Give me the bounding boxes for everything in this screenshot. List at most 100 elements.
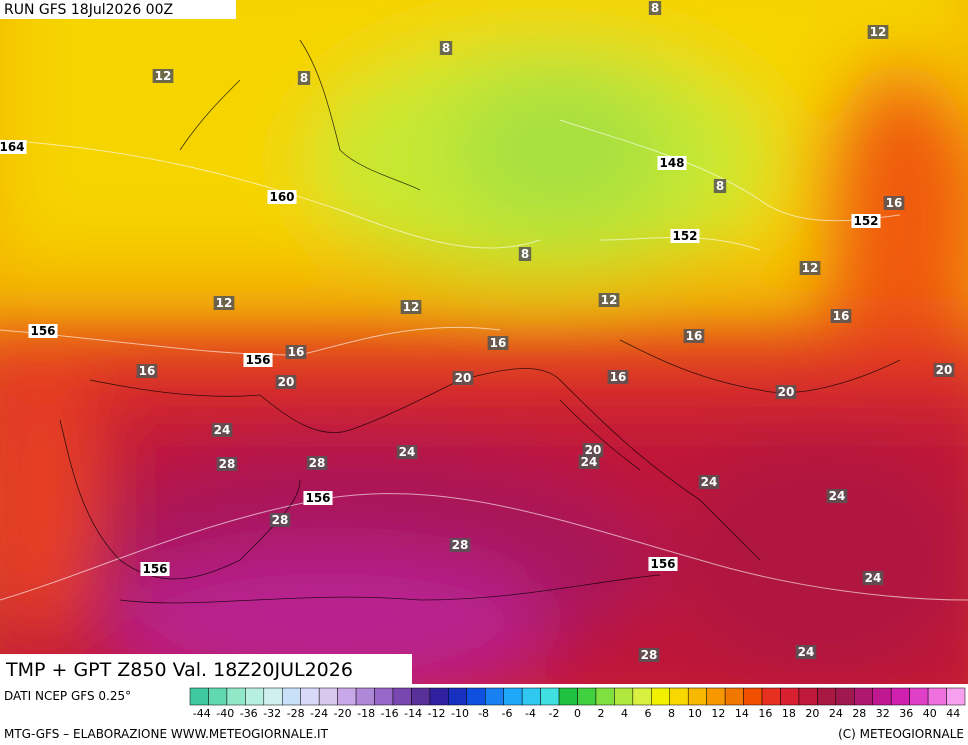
- temperature-label: 20: [278, 375, 295, 389]
- colorbar-tick-label: -40: [216, 707, 234, 720]
- colorbar-cell: [927, 687, 947, 706]
- colorbar-cell: [189, 687, 209, 706]
- colorbar-tick-label: 40: [923, 707, 937, 720]
- colorbar-cell: [226, 687, 246, 706]
- height-label: 164: [0, 140, 25, 154]
- temperature-label-box: [582, 443, 604, 457]
- temperature-label-box: [578, 455, 600, 469]
- colorbar-cell: [448, 687, 468, 706]
- temperature-label: 20: [936, 363, 953, 377]
- colorbar-cell: [669, 687, 689, 706]
- height-label: 156: [305, 491, 330, 505]
- temperature-label-box: [439, 41, 453, 55]
- temperature-label-box: [713, 179, 727, 193]
- temperature-label: 24: [798, 645, 815, 659]
- colorbar-cell: [687, 687, 707, 706]
- colorbar-cell: [706, 687, 726, 706]
- height-label-box: [0, 140, 27, 154]
- header-box: [0, 0, 236, 19]
- height-label: 160: [269, 190, 294, 204]
- temperature-label-box: [275, 375, 297, 389]
- colorbar-tick-label: 2: [597, 707, 604, 720]
- colorbar-tick-label: 24: [829, 707, 843, 720]
- temperature-label-box: [136, 364, 158, 378]
- temperature-label: 16: [610, 370, 627, 384]
- temperature-label: 16: [686, 329, 703, 343]
- temperature-label: 8: [651, 1, 659, 15]
- temperature-label: 8: [521, 247, 529, 261]
- temperature-label: 28: [452, 538, 469, 552]
- temperature-label: 12: [216, 296, 233, 310]
- colorbar-cell: [761, 687, 781, 706]
- colorbar-cell: [484, 687, 504, 706]
- colorbar-cell: [946, 687, 966, 706]
- height-label-box: [851, 214, 881, 228]
- colorbar-tick-label: 12: [711, 707, 725, 720]
- temperature-label-box: [396, 445, 418, 459]
- colorbar-cell: [374, 687, 394, 706]
- colorbar-tick-label: 20: [805, 707, 819, 720]
- temperature-label: 24: [701, 475, 718, 489]
- temperature-label-box: [306, 456, 328, 470]
- temperature-label: 28: [309, 456, 326, 470]
- temperature-label-box: [698, 475, 720, 489]
- colorbar-cell: [835, 687, 855, 706]
- colorbar-tick-label: 28: [852, 707, 866, 720]
- colorbar-cell: [724, 687, 744, 706]
- colorbar-tick-label: -24: [310, 707, 328, 720]
- height-label-box: [28, 324, 58, 338]
- colorbar-tick-label: -28: [287, 707, 305, 720]
- colorbar-cell: [798, 687, 818, 706]
- temperature-label: 16: [886, 196, 903, 210]
- colorbar-cell: [632, 687, 652, 706]
- colorbar-cell: [466, 687, 486, 706]
- colorbar-tick-label: 6: [644, 707, 651, 720]
- temperature-label-box: [830, 309, 852, 323]
- height-label-box: [648, 557, 678, 571]
- height-label: 156: [650, 557, 675, 571]
- colorbar-cell: [300, 687, 320, 706]
- colorbar-tick-label: -14: [404, 707, 422, 720]
- temperature-label: 28: [641, 648, 658, 662]
- colorbar-cell: [854, 687, 873, 706]
- colorbar-cell: [909, 687, 929, 706]
- colorbar-tick-label: -12: [428, 707, 446, 720]
- colorbar-tick-label: -32: [263, 707, 281, 720]
- temperature-label: 16: [139, 364, 156, 378]
- colorbar-tick-label: -10: [451, 707, 469, 720]
- temperature-label-box: [216, 457, 238, 471]
- temperature-label-box: [638, 648, 660, 662]
- temperature-label: 8: [442, 41, 450, 55]
- height-label-box: [657, 156, 687, 170]
- height-label: 152: [672, 229, 697, 243]
- colorbar: -44 -40 -36 -32 -28 -24 -20 -18 -16 -14 -12 -10 -8 -6…: [189, 687, 966, 720]
- colorbar-cell: [392, 687, 412, 706]
- temperature-label-box: [775, 385, 797, 399]
- temperature-label-box: [449, 538, 471, 552]
- temperature-label: 8: [716, 179, 724, 193]
- credit-label: MTG-GFS – ELABORAZIONE WWW.METEOGIORNALE…: [4, 727, 329, 741]
- colorbar-tick-label: 36: [899, 707, 913, 720]
- source-label: DATI NCEP GFS 0.25°: [4, 689, 131, 703]
- height-label-box: [670, 229, 700, 243]
- temperature-label-box: [607, 370, 629, 384]
- temperature-label-box: [213, 296, 235, 310]
- temperature-label-box: [799, 261, 821, 275]
- colorbar-cell: [521, 687, 541, 706]
- colorbar-cell: [411, 687, 431, 706]
- colorbar-cell: [614, 687, 634, 706]
- colorbar-tick-label: 0: [574, 707, 581, 720]
- temperature-label: 12: [403, 300, 420, 314]
- height-label-box: [140, 562, 170, 576]
- temperature-label-box: [862, 571, 884, 585]
- colorbar-cell: [817, 687, 837, 706]
- temperature-label-box: [269, 513, 291, 527]
- temperature-label: 16: [288, 345, 305, 359]
- colorbar-cell: [743, 687, 763, 706]
- temperature-label: 12: [802, 261, 819, 275]
- colorbar-cell: [245, 687, 265, 706]
- colorbar-tick-label: -16: [381, 707, 399, 720]
- temperature-label: 24: [581, 455, 598, 469]
- colorbar-cell: [595, 687, 615, 706]
